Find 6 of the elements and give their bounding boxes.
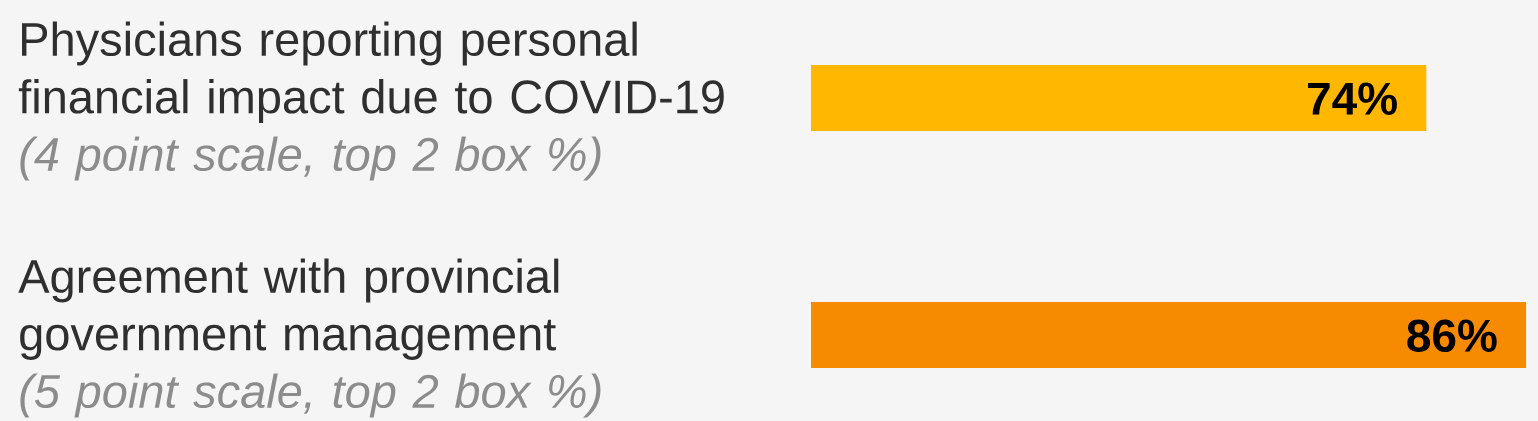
text: (5 point scale, top 2 box %) — [20, 373, 601, 418]
data-label: 86% — [1407, 319, 1497, 353]
y-tick-label: Physicians reporting personal financial impact due to COVID-19 — [18, 21, 724, 123]
data-label: 74% — [1308, 82, 1397, 115]
text: (4 point scale, top 2 box %) — [20, 136, 601, 181]
y-tick-label: Agreement with provincial government management — [18, 258, 559, 360]
